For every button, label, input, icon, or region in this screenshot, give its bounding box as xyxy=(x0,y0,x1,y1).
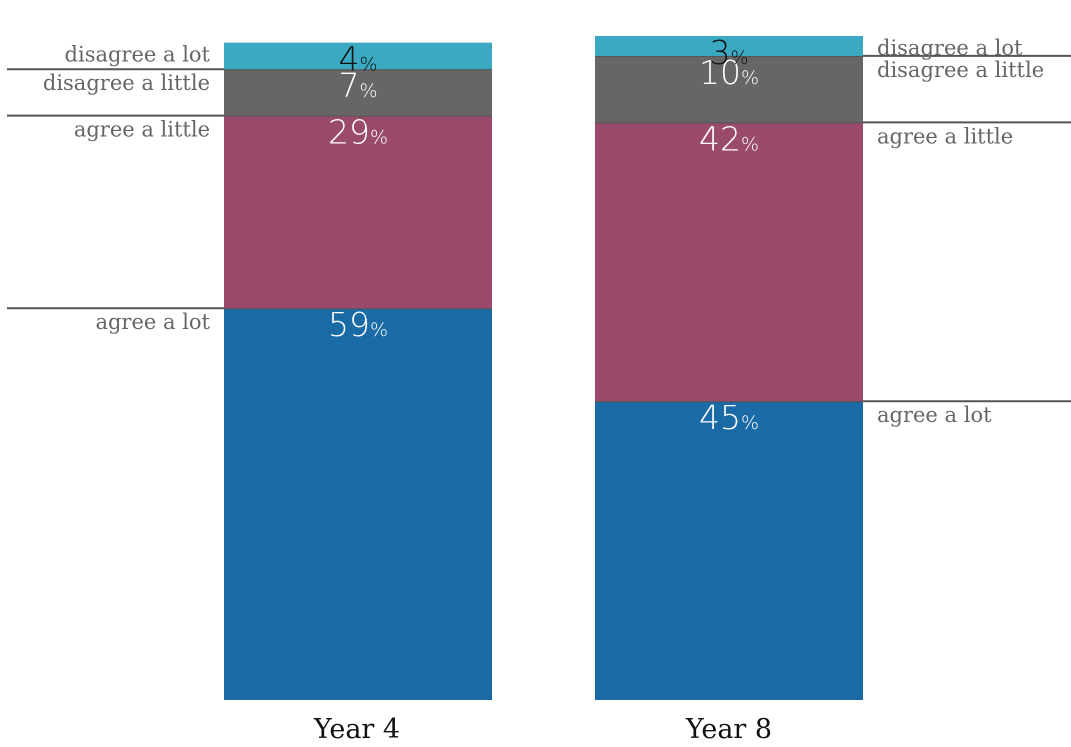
bar-year-8-disagree-a-little xyxy=(595,55,863,123)
category-label-year-4: Year 4 xyxy=(313,714,400,745)
value-label-year-8-agree-a-lot: 45% xyxy=(699,398,759,437)
bar-year-4-disagree-a-little xyxy=(224,69,492,116)
segment-label-year-4-agree-a-lot: agree a lot xyxy=(95,310,210,334)
segment-label-year-8-agree-a-little: agree a little xyxy=(877,124,1013,148)
bar-year-4-disagree-a-lot xyxy=(224,42,492,70)
value-label-year-4-agree-a-lot: 59% xyxy=(328,305,388,344)
value-label-year-4-disagree-a-lot: 4% xyxy=(338,40,377,79)
value-label-year-8-disagree-a-little: 10% xyxy=(699,53,759,92)
bar-year-4-agree-a-little xyxy=(224,115,492,309)
category-label-year-8: Year 8 xyxy=(685,714,772,745)
bar-year-8-agree-a-little xyxy=(595,122,863,402)
bar-year-4-agree-a-lot xyxy=(224,308,492,700)
segment-label-year-4-agree-a-little: agree a little xyxy=(74,118,210,142)
segment-label-year-8-disagree-a-lot: disagree a lot xyxy=(877,36,1023,60)
segment-label-year-4-disagree-a-little: disagree a little xyxy=(43,71,210,95)
segment-label-year-8-agree-a-lot: agree a lot xyxy=(877,403,992,427)
value-label-year-8-agree-a-little: 42% xyxy=(699,119,759,158)
segment-label-year-8-disagree-a-little: disagree a little xyxy=(877,58,1044,82)
bar-year-8-disagree-a-lot xyxy=(595,36,863,56)
value-label-year-8-disagree-a-lot: 3% xyxy=(709,33,748,72)
segment-label-year-4-disagree-a-lot: disagree a lot xyxy=(65,43,211,67)
bar-year-8-agree-a-lot xyxy=(595,401,863,700)
value-label-year-4-agree-a-little: 29% xyxy=(328,113,388,152)
value-label-year-4-disagree-a-little: 7% xyxy=(338,66,377,105)
